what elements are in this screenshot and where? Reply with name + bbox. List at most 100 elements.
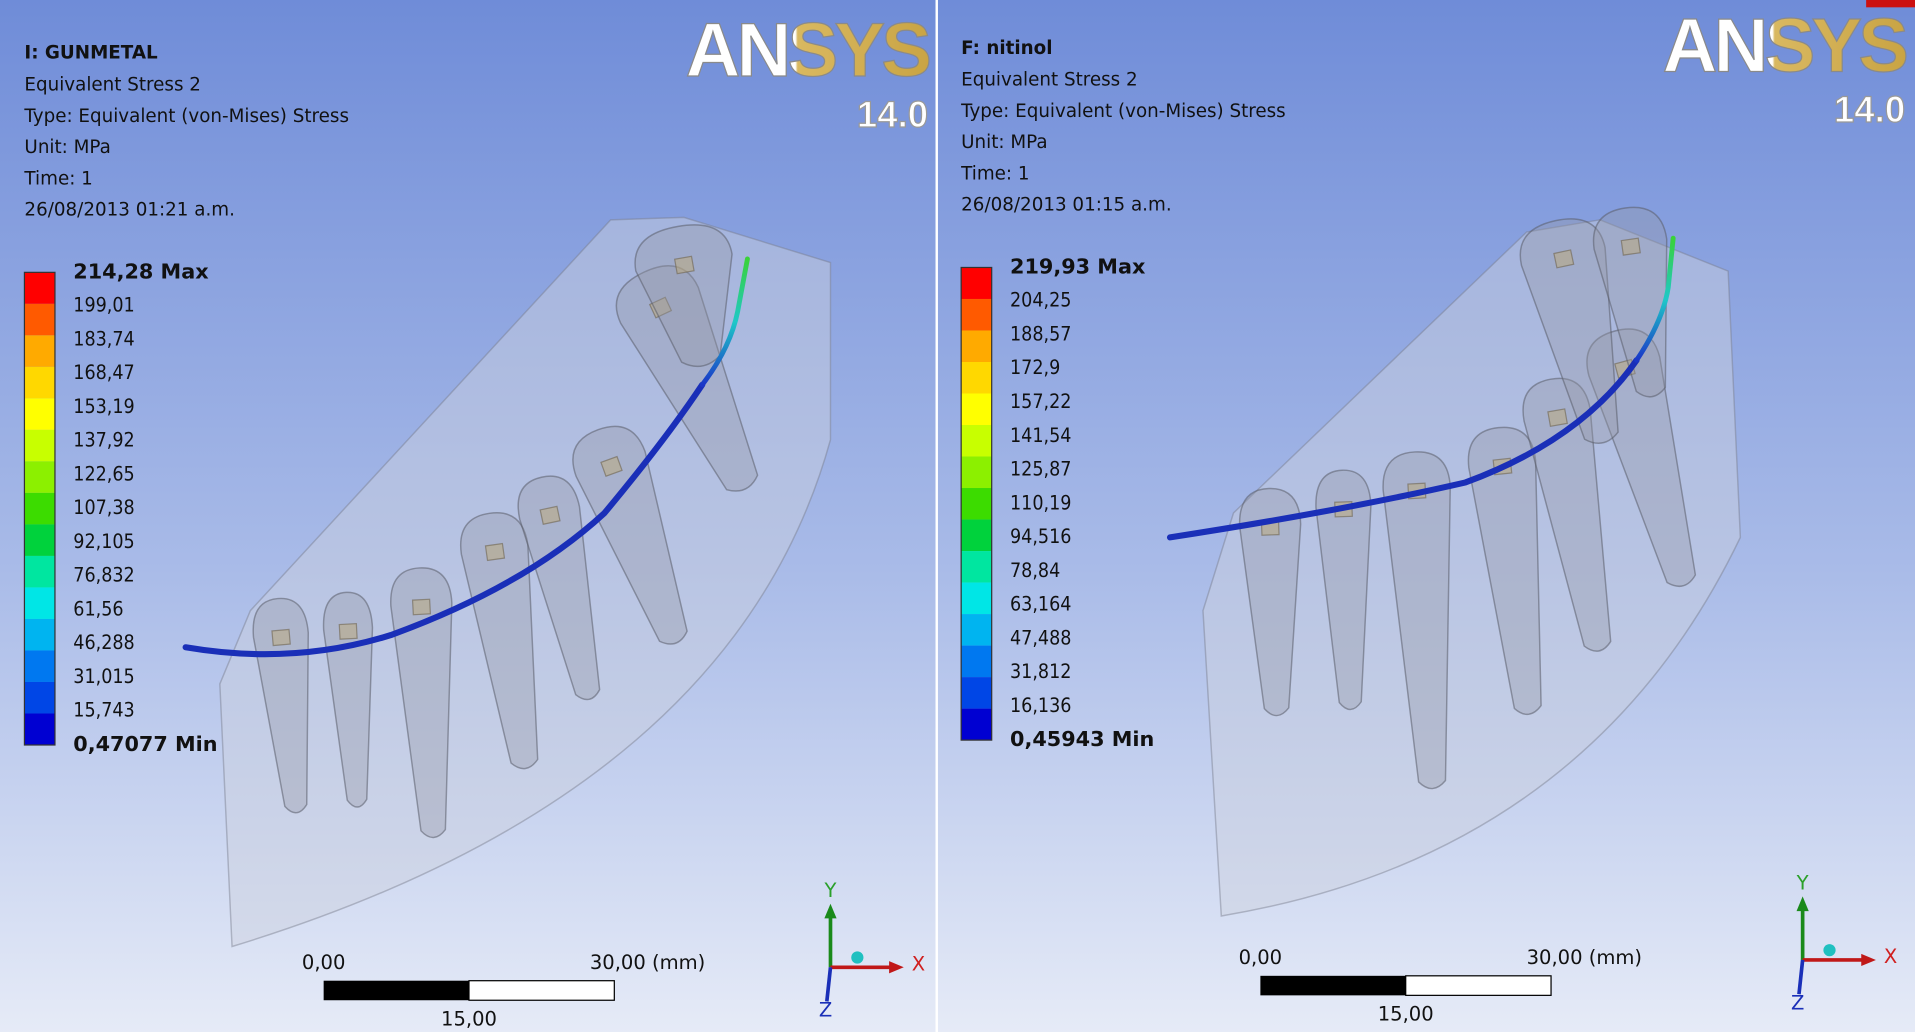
bracket [485, 544, 504, 561]
legend-label: 107,38 [73, 496, 134, 519]
bracket [413, 599, 431, 615]
legend-label: 188,57 [1010, 322, 1071, 345]
logo-version: 14.0 [857, 94, 928, 135]
logo-brand: ANSYS [1663, 3, 1907, 88]
legend-swatch [961, 299, 992, 331]
legend-swatch [961, 520, 992, 552]
legend-swatch [961, 709, 992, 741]
legend-swatch [961, 583, 992, 615]
legend-label: 47,488 [1010, 626, 1071, 649]
result-info: Type: Equivalent (von-Mises) Stress [23, 106, 349, 127]
triad-ball [851, 951, 863, 963]
legend-swatch [24, 430, 55, 462]
axis-label-y: Y [824, 879, 837, 902]
legend-label: 16,136 [1010, 694, 1071, 717]
result-title: F: nitinol [961, 38, 1052, 59]
scale-start: 0,00 [302, 951, 346, 974]
legend-swatch [961, 362, 992, 394]
legend-label: 110,19 [1010, 491, 1071, 514]
legend-label: 15,743 [73, 699, 134, 722]
screenshot: I: GUNMETAL Equivalent Stress 2 Type: Equi… [0, 0, 1915, 1032]
legend-label: 61,56 [73, 597, 123, 620]
viewports: I: GUNMETAL Equivalent Stress 2 Type: Equi… [0, 0, 1915, 1032]
legend-label: 157,22 [1010, 390, 1071, 413]
legend-swatch [24, 335, 55, 367]
legend-label: 92,105 [73, 530, 134, 553]
legend-label: 0,45943 Min [1010, 727, 1154, 751]
legend-swatch [961, 457, 992, 489]
result-info: Unit: MPa [24, 137, 110, 158]
axis-label-z: Z [1791, 991, 1804, 1014]
legend-label: 214,28 Max [73, 259, 209, 283]
scale-end: 30,00 (mm) [1527, 946, 1642, 969]
legend-swatch [961, 677, 992, 709]
legend-swatch [24, 713, 55, 745]
result-info: Type: Equivalent (von-Mises) Stress [960, 101, 1286, 122]
legend-swatch [24, 524, 55, 556]
legend-swatch [24, 556, 55, 588]
legend-swatch [961, 267, 992, 299]
result-info: Time: 1 [960, 163, 1029, 184]
scale-mid: 15,00 [441, 1007, 497, 1030]
logo-brand: ANSYS [686, 8, 930, 93]
legend-swatch [24, 650, 55, 682]
bracket [540, 506, 560, 524]
result-title: I: GUNMETAL [24, 43, 158, 64]
legend-label: 31,812 [1010, 660, 1071, 683]
legend-label: 78,84 [1010, 559, 1060, 582]
legend-label: 63,164 [1010, 593, 1071, 616]
scale-bar-black [324, 981, 469, 1001]
legend-swatch [24, 272, 55, 304]
legend-label: 31,015 [73, 665, 134, 688]
legend-label: 199,01 [73, 294, 134, 317]
scale-end: 30,00 (mm) [590, 951, 705, 974]
legend-label: 183,74 [73, 327, 134, 350]
legend-label: 137,92 [73, 429, 134, 452]
legend-swatch [24, 304, 55, 336]
legend-label: 94,516 [1010, 525, 1071, 548]
legend-label: 168,47 [73, 361, 134, 384]
scale-bar-white [1406, 976, 1551, 996]
legend-swatch [24, 398, 55, 430]
result-info: 26/08/2013 01:15 a.m. [961, 195, 1171, 216]
legend-label: 153,19 [73, 395, 134, 418]
legend-swatch [24, 682, 55, 714]
bracket [1548, 409, 1567, 426]
legend-label: 46,288 [73, 631, 134, 654]
legend-swatch [24, 587, 55, 619]
bracket [675, 256, 694, 273]
legend-label: 0,47077 Min [73, 732, 217, 756]
bracket [1554, 250, 1574, 268]
legend-swatch [961, 394, 992, 426]
legend-label: 125,87 [1010, 458, 1071, 481]
scale-bar-black [1260, 976, 1405, 996]
result-info: Unit: MPa [961, 132, 1047, 153]
legend-swatch [961, 330, 992, 362]
legend-swatch [961, 425, 992, 457]
legend-swatch [24, 461, 55, 493]
legend-swatch [961, 551, 992, 583]
bracket [339, 624, 357, 640]
legend-swatch [961, 614, 992, 646]
axis-label-x: X [1884, 945, 1897, 968]
axis-label-x: X [912, 952, 925, 975]
legend-label: 219,93 Max [1010, 254, 1146, 278]
legend-label: 204,25 [1010, 289, 1071, 312]
triad-ball [1823, 944, 1835, 956]
result-info: Equivalent Stress 2 [24, 74, 201, 95]
legend-label: 122,65 [73, 462, 134, 485]
legend-label: 172,9 [1010, 356, 1060, 379]
logo-version: 14.0 [1834, 89, 1905, 130]
result-info: Equivalent Stress 2 [961, 70, 1138, 91]
scale-mid: 15,00 [1378, 1002, 1434, 1025]
result-info: 26/08/2013 01:21 a.m. [24, 200, 235, 221]
legend-label: 76,832 [73, 564, 134, 587]
legend-swatch [961, 488, 992, 520]
legend-swatch [961, 646, 992, 678]
bracket [1621, 238, 1640, 255]
scale-start: 0,00 [1239, 946, 1283, 969]
axis-label-z: Z [819, 999, 832, 1022]
legend-swatch [24, 619, 55, 651]
result-info: Time: 1 [23, 168, 92, 189]
axis-label-y: Y [1796, 872, 1809, 895]
